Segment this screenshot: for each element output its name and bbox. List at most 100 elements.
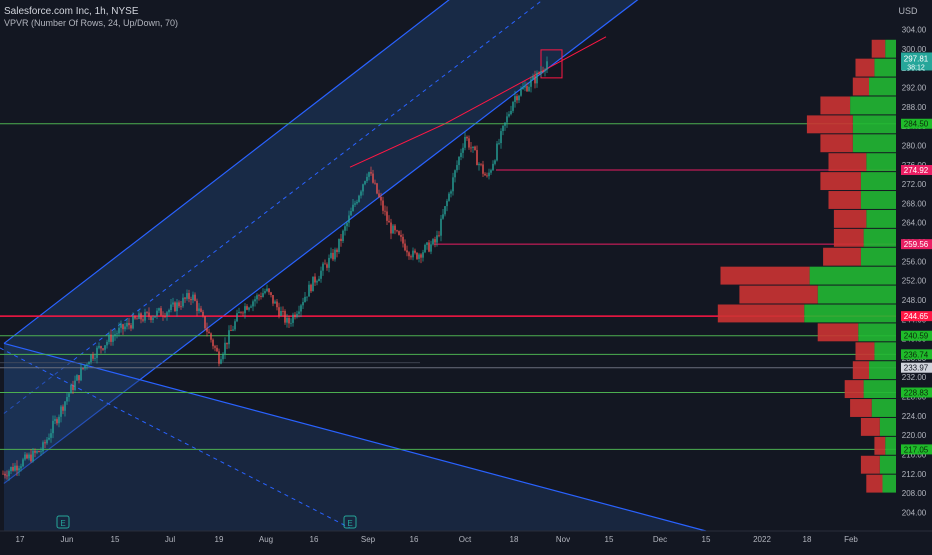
candle-body [536, 72, 538, 84]
level-price-label-bg [901, 164, 932, 175]
candle-body [424, 244, 426, 253]
candle-body [358, 195, 360, 202]
x-tick-label: 19 [215, 535, 224, 544]
vpvr-up-bar [804, 304, 896, 323]
candle-body [418, 254, 420, 259]
candle-body [44, 442, 46, 444]
vpvr-up-bar [866, 153, 896, 172]
candle-body [514, 96, 516, 102]
candle-body [4, 473, 6, 476]
candle-body [294, 314, 296, 318]
vpvr-down-bar [720, 266, 810, 285]
candle-body [108, 334, 110, 342]
earnings-marker-1[interactable]: E [56, 515, 70, 529]
candle-body [348, 215, 350, 223]
chart-title: Salesforce.com Inc, 1h, NYSE [4, 6, 139, 17]
candle-body [324, 263, 326, 265]
candle-body [130, 325, 132, 329]
candle-body [266, 288, 268, 292]
candle-body [278, 307, 280, 316]
candle-body [46, 439, 48, 444]
down-channel-upper-line[interactable] [3, 342, 707, 532]
highlight-box[interactable] [540, 49, 563, 79]
candle-body [164, 315, 166, 317]
candle-body [140, 313, 142, 320]
candle-body [492, 163, 494, 171]
candle-body [500, 131, 502, 144]
candles-layer [2, 56, 548, 481]
candle-body [184, 297, 186, 299]
candle-body [384, 210, 386, 212]
candle-body [122, 324, 124, 330]
y-tick-label: 288.00 [902, 103, 927, 112]
candle-body [256, 295, 258, 300]
candle-body [68, 393, 70, 398]
candle-body [196, 300, 198, 311]
currency-label[interactable]: USD [898, 6, 918, 16]
candle-body [188, 293, 190, 300]
y-tick-label: 264.00 [902, 219, 927, 228]
candle-body [378, 193, 380, 197]
level-price-label: 228.83 [904, 389, 929, 398]
candle-body [352, 204, 354, 212]
down-channel-midline [0, 347, 351, 529]
candle-body [152, 317, 154, 320]
vpvr-up-bar [885, 39, 896, 58]
level-price-label-bg [901, 387, 932, 398]
candle-body [408, 252, 410, 257]
candle-body [182, 297, 184, 307]
candle-body [126, 322, 128, 327]
candle-body [114, 334, 116, 336]
up-channel-lower-line[interactable] [3, 0, 886, 484]
candle-body [466, 136, 468, 139]
level-price-label-bg [901, 444, 932, 455]
level-price-label: 244.65 [904, 312, 929, 321]
earnings-marker-2[interactable]: E [343, 515, 357, 529]
candle-body [80, 368, 82, 381]
x-tick-label: 15 [702, 535, 711, 544]
vpvr-down-bar [860, 455, 880, 474]
resistance-trendline-1[interactable] [349, 123, 446, 168]
up-channel-upper-line[interactable] [3, 0, 886, 344]
candle-body [2, 473, 4, 475]
candle-body [512, 101, 514, 111]
candle-body [282, 311, 284, 312]
candle-body [60, 406, 62, 417]
indicator-legend[interactable]: VPVR (Number Of Rows, 24, Up/Down, 70) [4, 18, 178, 28]
x-tick-label: Sep [361, 535, 376, 544]
candle-body [36, 450, 38, 453]
vpvr-down-bar [866, 474, 883, 493]
candle-body [228, 330, 230, 345]
candle-body [32, 450, 34, 462]
candle-body [440, 218, 442, 236]
candle-body [84, 365, 86, 369]
candle-body [218, 351, 220, 364]
price-labels-layer: 284.50 274.92 259.56 244.65 240.59 236.74 233.… [901, 52, 932, 455]
candle-body [212, 339, 214, 347]
candle-body [142, 319, 144, 321]
candle-body [370, 172, 372, 174]
price-axis[interactable]: 204.00 208.00 212.00 216.00 220.00 224.00 228.… [896, 0, 932, 550]
candle-body [250, 306, 252, 308]
candle-body [326, 264, 328, 268]
candle-body [468, 138, 470, 148]
vpvr-down-bar [860, 417, 880, 436]
resistance-trendline-2[interactable] [444, 36, 607, 125]
candle-body [134, 316, 136, 319]
candle-body [310, 284, 312, 292]
candle-body [160, 308, 162, 316]
candle-body [132, 316, 134, 329]
candle-body [220, 359, 222, 364]
candle-body [48, 437, 50, 440]
candle-body [198, 308, 200, 311]
y-tick-label: 220.00 [902, 431, 927, 440]
candle-body [180, 306, 182, 308]
vpvr-down-bar [874, 436, 886, 455]
candle-body [394, 225, 396, 231]
candle-body [136, 318, 138, 320]
candle-body [62, 406, 64, 411]
candle-body [162, 315, 164, 317]
vpvr-down-bar [855, 342, 875, 361]
time-axis[interactable]: 17 Jun 15 Jul 19 Aug 16 Sep 16 Oct 18 Nov 15 Dec 15 202… [0, 530, 932, 544]
